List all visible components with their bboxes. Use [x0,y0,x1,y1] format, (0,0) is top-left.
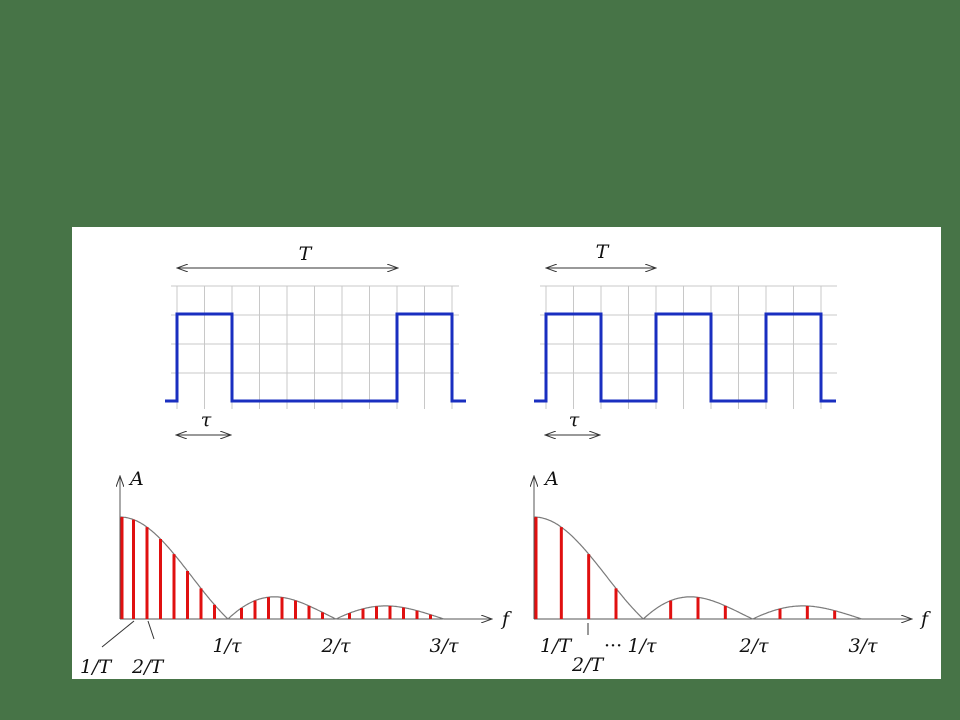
pulse-train-right [534,312,836,403]
xlabel-right: f [919,608,931,630]
width-label-right: τ [569,409,580,431]
tick-label-2T-right: 2/T [571,654,604,676]
ellipsis-right: ··· [604,635,622,657]
tick-label-3tau-right: 3/τ [848,635,877,657]
tick-label-1tau-right: 1/τ [627,635,656,657]
period-label-left: T [299,243,313,265]
pulse-train-left [165,312,466,403]
spectrum-axes-left [120,476,492,619]
xlabel-left: f [500,608,512,630]
grid-left [171,285,459,409]
spectral-lines-left [120,517,432,619]
period-label-right: T [596,241,610,263]
tick-label-2tau-right: 2/τ [738,635,768,657]
tick-label-2T-left: 2/T [131,656,164,678]
ylabel-left: A [128,468,144,490]
grid-right [540,285,837,409]
tick-pointer-1T-left [101,620,135,648]
tick-label-1T-right: 1/T [540,635,572,657]
tick-label-2tau-left: 2/τ [320,635,350,657]
figure-svg: T T τ τ A f A f 1/T 2/T 1/τ 2/τ 3/τ 1/T … [80,241,931,678]
tick-label-3tau-left: 3/τ [429,635,458,657]
ylabel-right: A [543,468,559,490]
tick-label-1tau-left: 1/τ [212,635,241,657]
width-label-left: τ [201,409,212,431]
tick-label-1T-left: 1/T [80,656,112,678]
figure-panel: T T τ τ A f A f 1/T 2/T 1/τ 2/τ 3/τ 1/T … [72,227,941,679]
spectrum-axes-right [534,476,912,619]
spectral-lines-right [534,517,837,619]
tick-pointer-2T-left [147,620,155,640]
